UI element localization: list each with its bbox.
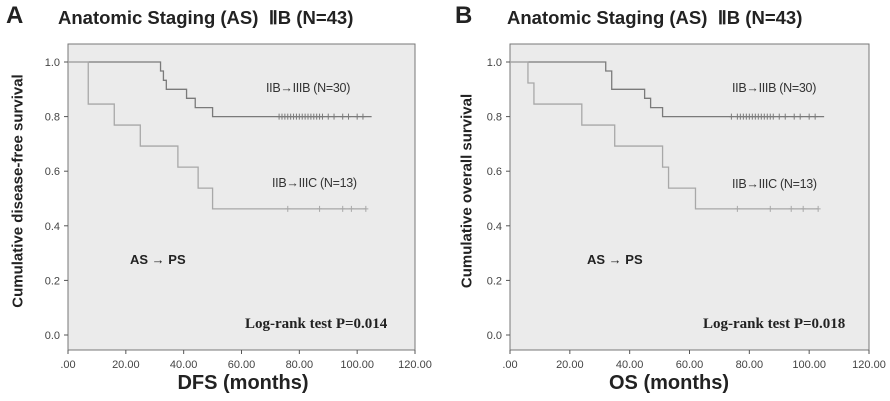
censor-mark [728,113,734,120]
censor-mark [812,113,818,120]
series-label: IIB→IIIC (N=13) [732,177,817,191]
y-tick-label: 1.0 [487,57,502,69]
x-tick-label: 80.00 [736,359,764,371]
censor-mark [331,113,337,120]
log-rank-annotation: Log-rank test P=0.014 [245,316,388,332]
series-label: IIB→IIIB (N=30) [266,81,350,95]
censor-mark [340,113,346,120]
censor-mark [325,113,331,120]
panel-a: 0.0 0.2 0.4 0.6 0.8 1.0 .00 20.00 40.00 60.00 80.0… [6,2,432,394]
censor-mark [797,113,803,120]
censor-mark [340,205,346,212]
chart-title: Anatomic Staging (AS) ⅡB (N=43) [507,7,803,28]
censor-mark [285,205,291,212]
censor-mark [782,113,788,120]
censor-mark [354,113,360,120]
y-tick-label: 0.0 [487,330,502,342]
x-tick-label: 60.00 [228,359,256,371]
plot-area [509,43,870,351]
censor-mark [317,205,323,212]
y-tick-label: 0.0 [45,330,60,342]
y-tick-label: 0.2 [45,275,60,287]
x-tick-label: 120.00 [398,359,432,371]
os-chart: 0.0 0.2 0.4 0.6 0.8 1.0 .00 20.00 40.00 60.00 80.0… [487,43,886,371]
staging-annotation: AS → PS [587,252,643,267]
censor-mark [806,113,812,120]
x-tick-label: 20.00 [556,359,584,371]
y-tick-label: 0.4 [45,221,60,233]
censor-mark [363,205,369,212]
survival-curve [68,61,366,210]
censor-mark [800,205,806,212]
survival-curve [68,61,372,118]
censor-mark [776,113,782,120]
x-axis-label: DFS (months) [177,372,309,394]
x-tick-label: 80.00 [286,359,314,371]
x-tick-label: 40.00 [170,359,198,371]
x-tick-label: 100.00 [792,359,826,371]
censor-mark [319,113,325,120]
x-axis-label: OS (months) [609,372,729,394]
x-tick-label: 60.00 [676,359,704,371]
y-axis-label: Cumulative overall survival [458,93,476,289]
plot-area [67,43,416,351]
censor-mark [767,205,773,212]
x-tick-label: 120.00 [852,359,886,371]
panel-b: 0.0 0.2 0.4 0.6 0.8 1.0 .00 20.00 40.00 60.00 80.0… [445,0,890,401]
y-axis-label: Cumulative disease-free survival [9,74,27,308]
y-tick-label: 1.0 [45,57,60,69]
x-tick-label: .00 [60,359,75,371]
staging-annotation: AS → PS [130,252,186,267]
censor-mark [791,113,797,120]
dfs-chart: 0.0 0.2 0.4 0.6 0.8 1.0 .00 20.00 40.00 60.00 80.0… [45,43,432,371]
panel-letter: B [455,2,473,29]
y-tick-label: 0.6 [45,166,60,178]
log-rank-annotation: Log-rank test P=0.018 [703,316,845,332]
censor-mark [348,205,354,212]
y-tick-label: 0.8 [487,112,502,124]
censor-mark [770,113,776,120]
x-tick-label: .00 [502,359,517,371]
x-tick-label: 100.00 [340,359,374,371]
chart-title: Anatomic Staging (AS) ⅡB (N=43) [58,7,354,28]
x-tick-label: 20.00 [112,359,140,371]
censor-mark [360,113,366,120]
series-label: IIB→IIIC (N=13) [272,176,357,190]
y-tick-label: 0.4 [487,221,502,233]
series-label: IIB→IIIB (N=30) [732,81,816,95]
y-tick-label: 0.6 [487,166,502,178]
x-tick-label: 40.00 [616,359,644,371]
censor-mark [345,113,351,120]
survival-curve [510,61,819,210]
censor-mark [788,205,794,212]
censor-mark [734,205,740,212]
survival-curve [510,61,825,118]
censor-mark [815,205,821,212]
y-tick-label: 0.2 [487,275,502,287]
panel-letter: A [6,2,24,29]
y-tick-label: 0.8 [45,112,60,124]
